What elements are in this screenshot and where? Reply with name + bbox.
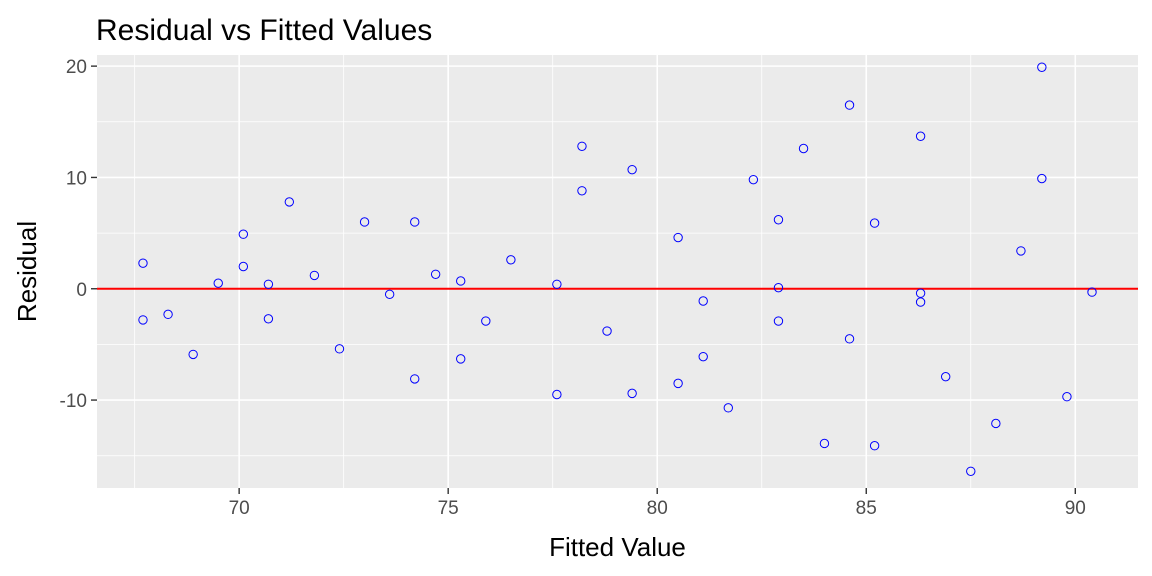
scatter-point	[163, 309, 173, 320]
scatter-point	[481, 316, 491, 326]
scatter-point	[748, 174, 759, 185]
scatter-point	[869, 218, 880, 228]
scatter-point	[577, 141, 587, 151]
scatter-point	[1037, 173, 1047, 184]
scatter-point	[773, 282, 784, 293]
scatter-point	[819, 438, 830, 449]
scatter-point	[723, 403, 733, 413]
scatter-points	[138, 62, 1097, 477]
scatter-point	[577, 186, 587, 196]
scatter-point	[673, 378, 683, 389]
scatter-point	[915, 131, 926, 141]
scatter-point	[627, 388, 637, 399]
scatter-point	[940, 371, 951, 382]
scatter-point	[456, 354, 466, 364]
scatter-point	[213, 278, 223, 288]
scatter-point	[384, 289, 395, 300]
minor-gridlines	[97, 55, 1138, 488]
scatter-point	[263, 314, 274, 324]
x-tick-label: 90	[1065, 498, 1086, 519]
scatter-point	[263, 279, 274, 290]
scatter-point	[284, 197, 295, 207]
scatter-point	[138, 258, 148, 268]
y-tick-label: 0	[76, 280, 87, 301]
y-axis: -10 0 10 20	[60, 57, 97, 412]
chart-title: Residual vs Fitted Values	[96, 14, 432, 47]
x-tick-label: 70	[229, 498, 250, 519]
x-axis-title: Fitted Value	[549, 532, 686, 562]
scatter-point	[869, 441, 880, 451]
plot-panel	[97, 55, 1138, 488]
scatter-point	[410, 374, 420, 384]
scatter-point	[188, 349, 198, 360]
x-tick-label: 80	[647, 498, 668, 519]
scatter-point	[552, 389, 562, 400]
scatter-point	[238, 261, 249, 272]
scatter-point	[844, 334, 855, 344]
major-gridlines	[97, 55, 1138, 488]
y-tick-label: 10	[66, 168, 87, 189]
y-tick-label: 20	[66, 57, 87, 78]
scatter-point	[673, 232, 683, 243]
scatter-point	[1087, 287, 1097, 297]
scatter-point	[698, 351, 708, 362]
scatter-point	[966, 466, 976, 477]
scatter-point	[1037, 62, 1047, 72]
scatter-point	[1016, 246, 1026, 256]
scatter-point	[506, 255, 516, 265]
scatter-point	[410, 217, 420, 227]
scatter-point	[991, 418, 1001, 429]
scatter-point	[602, 326, 612, 336]
scatter-point	[334, 344, 345, 354]
scatter-point	[456, 276, 466, 286]
scatter-point	[844, 100, 855, 110]
scatter-point	[698, 296, 708, 306]
scatter-point	[627, 164, 637, 175]
scatter-point	[552, 279, 562, 290]
scatter-point	[309, 270, 320, 281]
scatter-point	[430, 269, 441, 279]
scatter-point	[359, 217, 370, 227]
scatter-point	[138, 315, 148, 325]
x-tick-label: 85	[856, 498, 877, 519]
scatter-point	[773, 316, 784, 326]
scatter-point	[773, 215, 784, 225]
scatter-point	[915, 288, 926, 298]
scatter-point	[798, 143, 809, 154]
scatter-point	[1062, 392, 1072, 402]
x-axis: 70 75 80 85 90	[229, 488, 1086, 519]
y-axis-title: Residual	[12, 221, 42, 322]
x-tick-label: 75	[438, 498, 459, 519]
y-tick-label: -10	[60, 391, 87, 412]
scatter-point	[915, 297, 926, 307]
scatter-point	[238, 229, 249, 239]
